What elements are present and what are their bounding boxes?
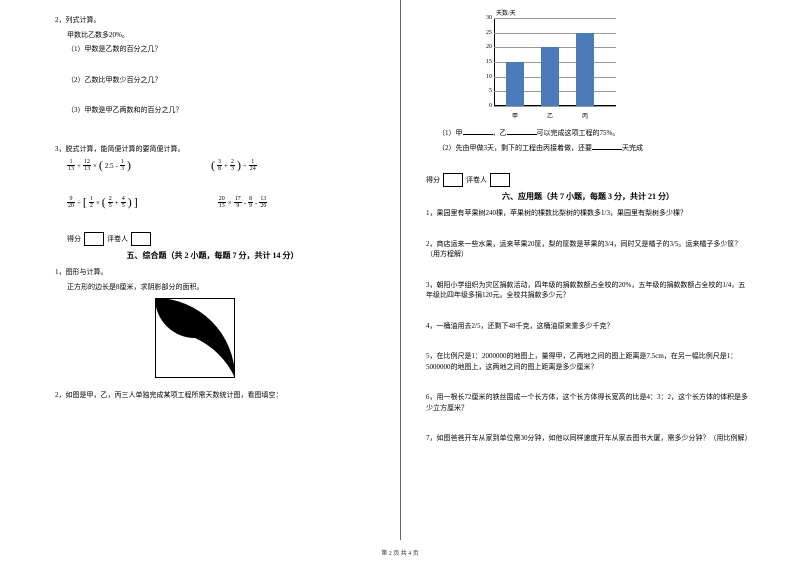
q2-3: （3）甲数是甲乙两数和的百分之几？ [55, 105, 370, 116]
chart-bar [541, 47, 559, 106]
score-label-3: 得分 [426, 175, 440, 185]
q3-title: 3，脱式计算，能简便计算的要简便计算。 [55, 144, 370, 155]
q6-5: 5，在比例尺是1：2000000的地图上，量得甲，乙两地之间的图上距离是7.5c… [426, 351, 750, 372]
q2-title: 2，列式计算。 [55, 15, 370, 26]
q5-2-title: 2，如图是甲，乙，丙三人单独完成某项工程所需天数统计图，看图填空： [55, 390, 370, 401]
section6-title: 六、应用题（共 7 小题，每题 3 分，共计 21 分） [426, 191, 750, 202]
chart-x-label: 丙 [575, 111, 595, 120]
chart-bar [576, 33, 594, 106]
bar-chart: 天数/天 051015202530甲乙丙 [476, 10, 616, 120]
expr4: 2013 × 179 - 89 - 1320 [218, 195, 268, 210]
score-row-left: 得分 评卷人 [67, 232, 370, 246]
score-box-3[interactable] [443, 173, 463, 187]
score-box-2[interactable] [131, 232, 151, 246]
q6-7: 7，如图爸爸开车从家到单位需30分钟，如他以同样速度开车从家去图书大厦，需多少分… [426, 433, 750, 444]
score-box-1[interactable] [84, 232, 104, 246]
score-row-right: 得分 评卷人 [426, 173, 750, 187]
expr2: ( 38 + 23 ) ÷ 124 [211, 158, 257, 173]
q6-6: 6，用一根长72厘米的铁丝围成一个长方体，这个长方体得长宽高的比是4：3：2，这… [426, 392, 750, 413]
chart-q1: （1）甲，乙可以完成这项工程的75%。 [426, 128, 750, 139]
q6-3: 3，朝阳小学组织为灾区捐款活动，四年级的捐款数额占全校的20%，五年级的捐款数额… [426, 280, 750, 301]
chart-x-label: 乙 [540, 111, 560, 120]
score-label-4: 评卷人 [466, 175, 487, 185]
score-label-1: 得分 [67, 234, 81, 244]
chart-bar [506, 62, 524, 106]
math-row-2: 920 ÷ [ 12 × ( 25 + 45 ) ] 2013 × 179 - … [55, 195, 370, 210]
score-label-2: 评卷人 [107, 234, 128, 244]
q6-1: 1，果园里有苹果树240棵，苹果树的棵数比梨树的棵数多1/3，果园里有梨树多少棵… [426, 208, 750, 219]
shaded-shape-icon [155, 298, 235, 378]
chart-q2: （2）先由甲做3天，剩下的工程由丙接着做，还要天完成 [426, 143, 750, 154]
left-column: 2，列式计算。 甲数比乙数多20%。 （1）甲数是乙数的百分之几？ （2）乙数比… [0, 0, 400, 540]
q5-1-text: 正方形的边长是8厘米，求阴影部分的面积。 [55, 282, 370, 293]
expr3: 920 ÷ [ 12 × ( 25 + 45 ) ] [67, 195, 138, 210]
section5-title: 五、综合题（共 2 小题，每题 7 分，共计 14 分） [55, 250, 370, 261]
figure-square [155, 298, 235, 378]
expr1: 113 + 1213 × ( 2.5 - 13 ) [67, 158, 131, 173]
q5-1-title: 1，图形与计算。 [55, 267, 370, 278]
score-box-4[interactable] [490, 173, 510, 187]
q6-4: 4，一桶油用去2/5，还剩下48千克，这桶油原来重多少千克？ [426, 321, 750, 332]
q2-1: （1）甲数是乙数的百分之几？ [55, 44, 370, 55]
math-row-1: 113 + 1213 × ( 2.5 - 13 ) ( 38 + 23 ) ÷ … [55, 158, 370, 173]
page-footer: 第 2 页 共 4 页 [0, 548, 800, 557]
chart-x-label: 甲 [505, 111, 525, 120]
q2-sub: 甲数比乙数多20%。 [55, 30, 370, 41]
chart-y-title: 天数/天 [496, 8, 516, 17]
q2-2: （2）乙数比甲数少百分之几？ [55, 75, 370, 86]
q6-2: 2，商店运来一些水果，运来苹果20筐，梨的筐数是苹果的3/4，同时又是橘子的3/… [426, 239, 750, 260]
right-column: 天数/天 051015202530甲乙丙 （1）甲，乙可以完成这项工程的75%。… [400, 0, 800, 540]
